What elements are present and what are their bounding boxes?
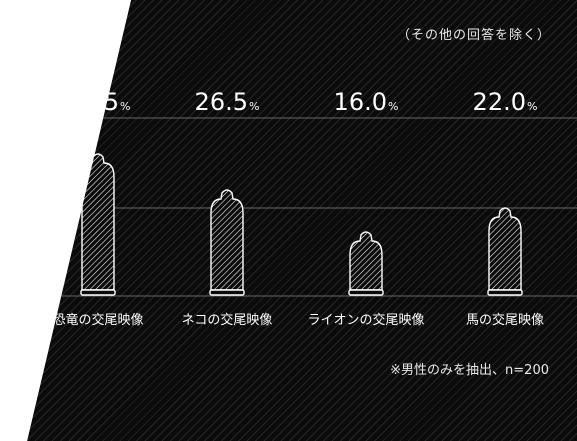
- sample-note: ※男性のみを抽出、n=200: [390, 363, 549, 378]
- bar-rim-2: [209, 289, 245, 296]
- bar-4: [488, 207, 522, 291]
- bar-3: [349, 231, 383, 291]
- value-label-4: 22.0%: [473, 88, 538, 116]
- category-label-1: 恐竜の交尾映像: [52, 312, 143, 328]
- category-label-3: ライオンの交尾映像: [307, 312, 424, 328]
- category-label-4: 馬の交尾映像: [466, 312, 544, 328]
- bar-rim-1: [80, 289, 116, 296]
- value-label-1: 35.5%: [66, 88, 131, 116]
- value-label-3: 16.0%: [334, 88, 399, 116]
- bar-1: [81, 153, 115, 291]
- exclusion-note: （その他の回答を除く）: [396, 28, 551, 43]
- bar-rim-4: [487, 289, 523, 296]
- bar-rim-3: [348, 289, 384, 296]
- category-label-2: ネコの交尾映像: [182, 312, 273, 328]
- value-label-2: 26.5%: [195, 88, 260, 116]
- bar-2: [210, 189, 244, 291]
